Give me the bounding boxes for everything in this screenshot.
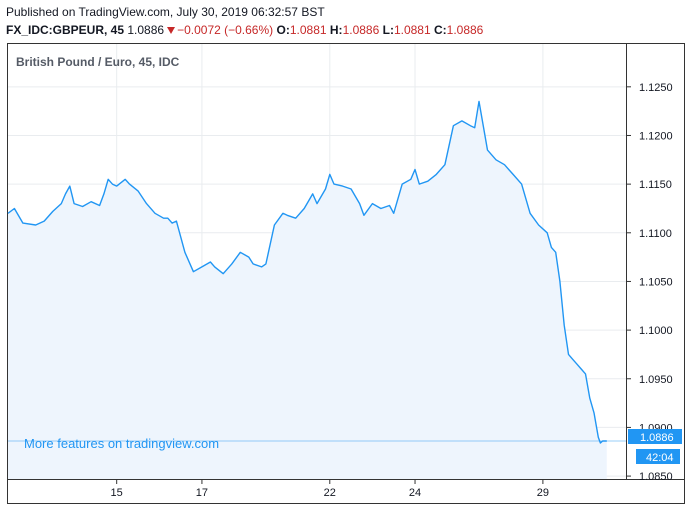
series-line[interactable] xyxy=(7,100,607,444)
high-label: H: xyxy=(329,23,343,37)
price-tick-label: 1.1100 xyxy=(639,228,672,240)
price-tick-label: 1.1150 xyxy=(639,179,672,191)
price-tick-label: 1.1250 xyxy=(639,82,673,94)
price-tick-label: 1.1200 xyxy=(639,130,673,142)
price-tick-label: 1.0950 xyxy=(639,374,673,386)
close-label: C: xyxy=(433,23,447,37)
published-caption: Published on TradingView.com, July 30, 2… xyxy=(6,5,325,19)
symbol-legend: FX_IDC:GBPEUR, 45 1.0886 −0.0072 (−0.66%)… xyxy=(6,23,483,37)
last-price: 1.0886 xyxy=(127,23,165,37)
last-price-tag-text: 1.0886 xyxy=(640,432,674,444)
time-tick-label: 15 xyxy=(111,487,123,499)
time-tick-label: 29 xyxy=(537,487,549,499)
price-tick-label: 1.1000 xyxy=(639,325,673,337)
price-axis: 1.08501.09001.09501.10001.10501.11001.11… xyxy=(626,82,673,483)
published-text: Published on TradingView.com, July 30, 2… xyxy=(6,5,325,19)
open-label: O: xyxy=(276,23,290,37)
time-tick-label: 24 xyxy=(409,487,421,499)
time-tick-label: 22 xyxy=(324,487,336,499)
countdown-tag-text: 42:04 xyxy=(646,452,674,464)
last-price-tag xyxy=(628,429,682,444)
high-value: 1.0886 xyxy=(342,23,380,37)
symbol-name: FX_IDC:GBPEUR, 45 xyxy=(6,23,125,37)
time-axis: 15 17 22 24 29 xyxy=(111,479,549,499)
down-arrow-icon xyxy=(167,27,176,34)
open-value: 1.0881 xyxy=(289,23,327,37)
chart-title: British Pound / Euro, 45, IDC xyxy=(16,55,180,69)
series-area-fill xyxy=(8,101,607,480)
price-change: −0.0072 (−0.66%) xyxy=(177,23,274,37)
price-tick-label: 1.0850 xyxy=(639,471,673,483)
time-tick-label: 17 xyxy=(196,487,208,499)
low-label: L: xyxy=(382,23,394,37)
price-tick-label: 1.1050 xyxy=(639,276,673,288)
chart-frame xyxy=(7,43,685,504)
countdown-tag xyxy=(636,449,680,464)
watermark-link[interactable]: More features on tradingview.com xyxy=(24,436,219,451)
close-value: 1.0886 xyxy=(446,23,484,37)
low-value: 1.0881 xyxy=(393,23,431,37)
